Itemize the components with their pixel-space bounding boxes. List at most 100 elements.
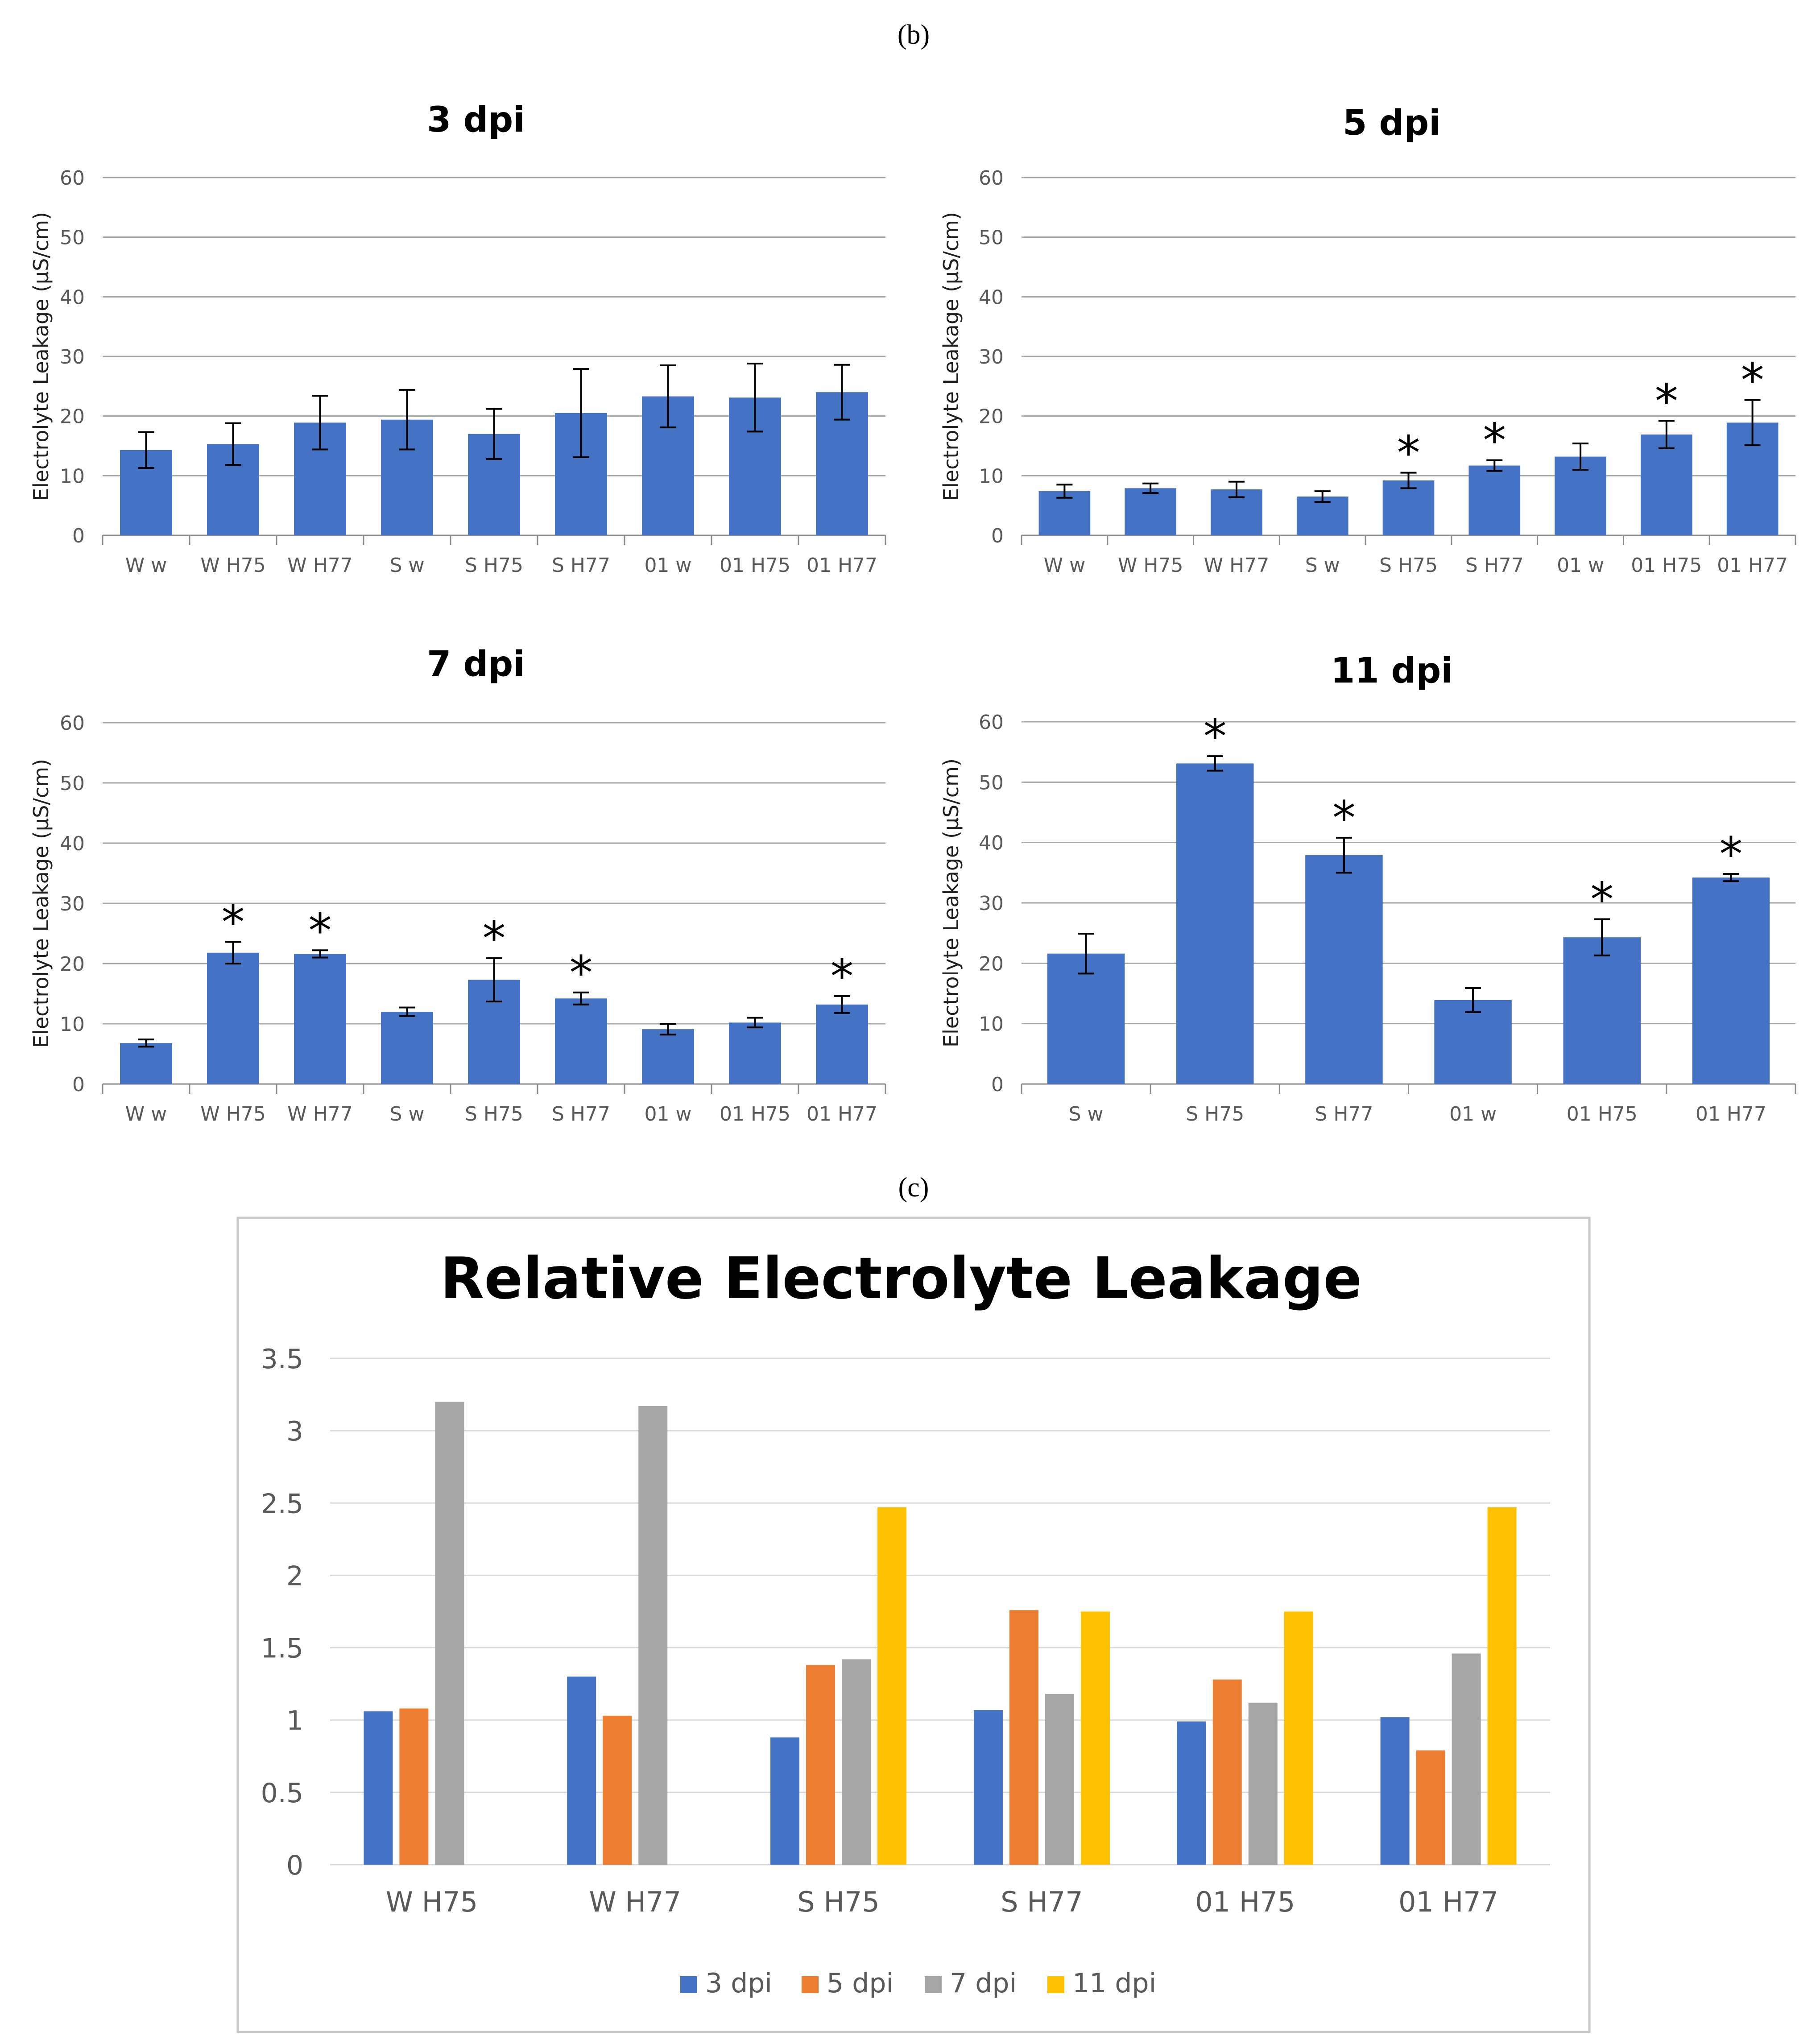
bar [1176,763,1254,1084]
y-tick-label: 30 [60,346,85,368]
y-tick-label: 3.5 [261,1344,303,1375]
chart-relative-electrolyte-leakage: Relative Electrolyte Leakage 0 0.5 1 1.5 2 2.5… [261,1246,1550,1999]
y-tick-label: 1.5 [261,1633,303,1664]
x-tick-label: S H77 [1001,1886,1083,1918]
y-axis-label: Electrolyte Leakage (µS/cm) [29,759,53,1048]
y-tick-label: 0.5 [261,1778,303,1809]
bar [1434,1000,1512,1084]
significance-star: * [309,903,332,958]
chart-title: Relative Electrolyte Leakage [440,1246,1362,1312]
legend-swatch [1047,1976,1064,1993]
significance-star: * [483,911,506,966]
bar [120,1043,172,1084]
bar [603,1715,632,1865]
y-tick-label: 10 [979,465,1004,488]
bar [1125,488,1176,535]
y-axis-label: Electrolyte Leakage (µS/cm) [29,212,53,501]
x-tick-label: S H75 [1186,1103,1244,1126]
significance-star: * [570,946,593,1000]
legend-swatch [802,1976,819,1993]
y-tick-label: 2.5 [261,1488,303,1519]
x-tick-label: 01 w [1557,554,1604,577]
significance-star: * [1655,374,1678,428]
x-tick-label: W H75 [200,554,266,577]
y-tick-label: 0 [286,1850,303,1881]
bar [1416,1750,1445,1865]
y-tick-label: 20 [60,953,85,976]
x-tick-label: W H75 [1118,554,1183,577]
x-tick-label: S H75 [797,1886,880,1918]
bar [1487,1507,1517,1865]
bar [842,1659,871,1865]
legend-swatch [925,1976,942,1993]
bar [1080,1611,1110,1865]
legend-label: 5 dpi [827,1968,893,1999]
x-tick-label: S H75 [465,554,523,577]
significance-star: * [1483,414,1506,468]
bar [567,1676,596,1865]
x-tick-label: S H77 [1465,554,1524,577]
x-tick-label: W w [125,1103,167,1126]
y-tick-label: 0 [72,525,85,547]
significance-star: * [1590,873,1613,927]
chart-5dpi: 5 dpi 0 10 20 30 40 50 60 Electrolyte Leakage (µ… [939,103,1796,577]
y-tick-label: 3 [286,1416,303,1447]
bar [1177,1721,1206,1865]
bar [381,1012,433,1084]
significance-star: * [1741,353,1764,408]
x-tick-label: W H77 [1204,554,1270,577]
significance-star: * [1397,426,1420,480]
x-tick-label: W w [1044,554,1085,577]
x-tick-label: 01 H77 [807,1103,877,1126]
bar [1641,434,1692,535]
y-tick-label: 0 [991,525,1004,547]
y-tick-label: 60 [979,167,1004,190]
y-tick-label: 0 [991,1073,1004,1096]
chart-title: 7 dpi [427,644,525,684]
bar [638,1406,668,1865]
panel-b-label: (b) [898,20,930,50]
chart-7dpi: 7 dpi 0 10 20 30 40 50 60 Electrolyte Leakage (µ… [29,644,886,1126]
x-tick-label: S w [390,554,425,577]
y-tick-label: 50 [60,227,85,249]
bar [1468,465,1521,535]
bar [555,998,607,1084]
bar [1212,1679,1242,1865]
y-tick-label: 10 [60,1013,85,1036]
y-tick-label: 40 [60,832,85,855]
y-tick-label: 20 [60,406,85,428]
bar [1047,953,1125,1084]
bar [816,1004,868,1084]
bar [364,1711,393,1865]
bar [1305,855,1383,1084]
y-tick-label: 20 [979,406,1004,428]
y-tick-label: 20 [979,952,1004,975]
y-axis-label: Electrolyte Leakage (µS/cm) [939,758,963,1047]
x-tick-label: S H77 [552,1103,610,1126]
bar [294,954,346,1084]
bar [435,1402,464,1865]
x-tick-label: S H75 [1379,554,1438,577]
chart-11dpi: 11 dpi 0 10 20 30 40 50 60 Electrolyte Leakage (… [939,651,1796,1126]
significance-star: * [831,949,854,1004]
panel-c-label: (c) [898,1172,929,1203]
bar [642,1029,694,1084]
x-tick-label: 01 H77 [1717,554,1788,577]
bar [806,1665,836,1865]
significance-star: * [222,895,245,949]
x-tick-label: 01 H75 [1567,1103,1638,1126]
y-tick-label: 10 [60,465,85,488]
y-tick-label: 1 [286,1705,303,1737]
bar [973,1710,1003,1865]
x-tick-label: 01 w [1449,1103,1497,1126]
bar [729,1022,781,1084]
bar [1380,1717,1410,1865]
y-tick-label: 60 [979,711,1004,734]
y-tick-label: 0 [72,1073,85,1096]
chart-title: 5 dpi [1343,103,1441,143]
x-tick-label: 01 H77 [1398,1886,1498,1918]
x-tick-label: 01 H77 [807,554,877,577]
x-tick-label: 01 H75 [1195,1886,1295,1918]
y-tick-label: 40 [979,832,1004,855]
